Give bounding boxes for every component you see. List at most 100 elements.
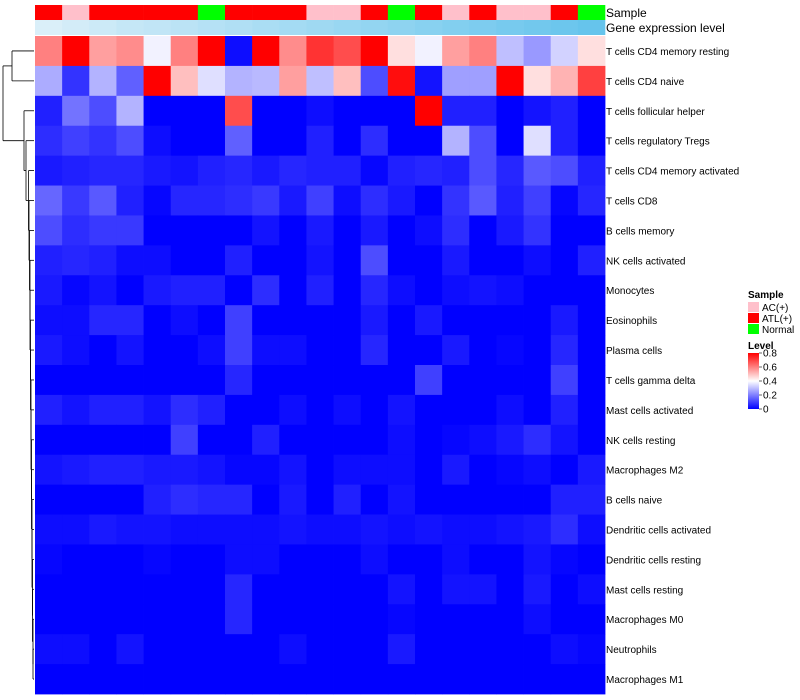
heatmap-cell [279, 245, 307, 276]
heatmap-cell [252, 634, 280, 665]
legend-label-normal: Normal [762, 325, 794, 336]
heatmap-cell [360, 185, 389, 216]
heatmap-cell [116, 664, 144, 695]
heatmap-cell [442, 394, 470, 426]
heatmap-cell [360, 664, 389, 695]
heatmap-cell [116, 484, 144, 515]
heatmap-cell [387, 634, 416, 665]
heatmap-cell [62, 305, 90, 336]
heatmap-cell [523, 484, 552, 515]
heatmap-cell [62, 574, 90, 605]
heatmap-cell [387, 394, 416, 426]
heatmap-cell [387, 664, 416, 695]
heatmap-cell [496, 36, 524, 67]
heatmap-cell [89, 454, 117, 486]
heatmap-cell [89, 95, 117, 127]
heatmap-cell [35, 424, 63, 456]
heatmap-cell [415, 245, 443, 276]
row-dendrogram [2, 50, 34, 680]
heatmap-cell [62, 394, 90, 426]
heatmap-cell [550, 365, 579, 396]
heatmap-cell [469, 245, 497, 276]
heatmap-cell [170, 215, 199, 246]
heatmap-cell [360, 155, 389, 186]
heatmap-cell [225, 454, 253, 486]
heatmap-cell [35, 634, 63, 665]
heatmap-cell [550, 95, 579, 127]
heatmap-cell [170, 454, 199, 486]
heatmap-cell [197, 544, 226, 575]
heatmap-cell [496, 335, 524, 366]
heatmap-cell [89, 394, 117, 426]
heatmap-body [35, 36, 606, 695]
heatmap-cell [306, 634, 334, 665]
heatmap-cell [469, 95, 497, 127]
heatmap-cell [333, 305, 362, 336]
sample-annotation-cell [523, 5, 552, 20]
heatmap-cell [387, 275, 416, 306]
heatmap-cell [306, 245, 334, 276]
heatmap-cell [415, 125, 443, 157]
heatmap-cell [116, 155, 144, 186]
level-legend-ticks: 0.8 0.6 0.4 0.2 0 [759, 349, 777, 416]
heatmap-cell [197, 95, 226, 127]
heatmap-cell [225, 634, 253, 665]
heatmap-cell [35, 65, 63, 97]
heatmap-cell [116, 604, 144, 635]
heatmap-cell [496, 215, 524, 246]
row-label: Mast cells resting [606, 585, 683, 596]
heatmap-cell [496, 514, 524, 545]
heatmap-cell [415, 275, 443, 306]
gene-expression-cell [523, 20, 552, 35]
heatmap-cell [225, 664, 253, 695]
heatmap-cell [550, 65, 579, 97]
heatmap-cell [523, 95, 552, 127]
heatmap-cell [496, 245, 524, 276]
heatmap-cell [89, 664, 117, 695]
gene-expression-cell [306, 20, 334, 35]
heatmap-cell [279, 604, 307, 635]
heatmap-cell [550, 36, 579, 67]
row-label: B cells memory [606, 226, 674, 237]
heatmap-cell [523, 544, 552, 575]
heatmap-cell [469, 574, 497, 605]
sample-annotation-cell [387, 5, 416, 20]
level-colorbar [748, 353, 759, 409]
heatmap-cell [89, 65, 117, 97]
heatmap-cell [550, 634, 579, 665]
heatmap-cell [35, 394, 63, 426]
heatmap-cell [89, 155, 117, 186]
heatmap-cell [333, 65, 362, 97]
heatmap-cell [523, 245, 552, 276]
heatmap-cell [62, 245, 90, 276]
heatmap-cell [279, 514, 307, 545]
gene-expression-cell [143, 20, 172, 35]
row-label: NK cells resting [606, 436, 675, 447]
heatmap-cell [225, 305, 253, 336]
heatmap-cell [577, 484, 606, 515]
heatmap-cell [225, 604, 253, 635]
heatmap-cell [279, 215, 307, 246]
heatmap-cell [442, 454, 470, 486]
heatmap-cell [143, 424, 172, 456]
heatmap-cell [143, 634, 172, 665]
heatmap-cell [197, 514, 226, 545]
sample-annotation-cell [116, 5, 144, 20]
heatmap-cell [170, 484, 199, 515]
heatmap-cell [550, 275, 579, 306]
heatmap-cell [306, 185, 334, 216]
heatmap-cell [35, 305, 63, 336]
heatmap-cell [387, 544, 416, 575]
heatmap-cell [35, 95, 63, 127]
heatmap-cell [252, 155, 280, 186]
heatmap-cell [550, 155, 579, 186]
heatmap-cell [35, 484, 63, 515]
heatmap-cell [360, 65, 389, 97]
heatmap-cell [360, 484, 389, 515]
gene-expression-cell [496, 20, 524, 35]
heatmap-cell [89, 36, 117, 67]
heatmap-cell [415, 95, 443, 127]
heatmap-cell [197, 245, 226, 276]
heatmap-cell [333, 365, 362, 396]
heatmap-cell [197, 335, 226, 366]
